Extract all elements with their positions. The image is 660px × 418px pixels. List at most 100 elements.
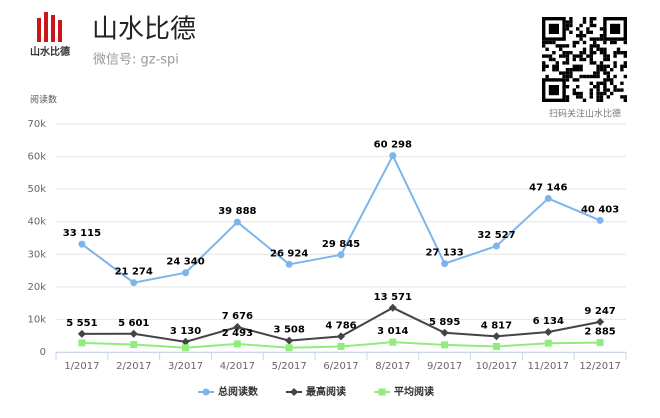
data-label: 3 508 [274,325,305,336]
qr-module [623,40,627,45]
qr-module [603,54,607,58]
qr-module [545,54,549,58]
qr-module [582,74,587,79]
qr-module [548,54,553,58]
x-tick-label: 3/2017 [168,361,203,372]
qr-module [565,51,570,55]
qr-module [620,95,624,99]
data-label: 60 298 [374,140,412,151]
data-label: 7 676 [222,311,253,322]
data-point [181,337,190,346]
data-label: 2 885 [584,327,615,338]
qr-module [606,57,610,62]
qr-module [565,57,570,62]
qr-module [542,68,546,72]
x-tick-label: 5/2017 [272,361,307,372]
qr-module [599,68,604,72]
qr-module [579,74,583,79]
qr-module [579,34,583,38]
qr-module [562,74,566,79]
qr-module [599,64,604,68]
qr-module [606,95,610,99]
qr-module [562,51,566,55]
qr-module [593,71,597,75]
legend-label: 总阅读数 [218,385,259,398]
qr-module [599,47,604,51]
qr-module [565,27,570,31]
qr-module [579,57,583,62]
data-label: 3 014 [377,326,408,337]
qr-code [542,17,628,103]
qr-module [565,68,570,72]
qr-module [562,71,566,75]
qr-module [589,91,593,96]
qr-module [565,85,570,89]
qr-module [596,64,600,68]
qr-module [559,71,563,75]
qr-module [569,30,573,34]
qr-module [576,27,580,31]
qr-module [579,30,583,34]
qr-module [603,88,607,92]
qr-module [555,44,559,48]
x-tick-label: 6/2017 [323,361,358,372]
qr-module [616,88,621,92]
legend-symbol [202,388,210,396]
qr-module [603,47,607,51]
qr-module [565,23,570,28]
qr-module [559,44,563,48]
qr-module [555,61,559,65]
data-label: 29 845 [322,239,360,250]
qr-module [579,64,583,68]
qr-module [545,74,549,79]
qr-module [552,64,556,68]
qr-module [542,40,546,45]
qr-module [589,88,593,92]
qr-module [542,61,546,65]
qr-module [593,74,597,79]
data-label: 26 924 [270,248,308,259]
qr-module [606,71,610,75]
qr-module [572,68,576,72]
data-point [182,269,190,277]
qr-module [572,44,576,48]
data-label: 9 247 [584,306,615,317]
data-point [596,216,604,224]
qr-module [582,98,587,102]
qr-module [576,68,580,72]
y-tick-label: 40k [27,217,46,228]
qr-module [610,91,614,96]
qr-module [593,51,597,55]
qr-module [613,74,617,79]
qr-module [579,54,583,58]
qr-module [596,85,600,89]
qr-module [613,61,617,65]
y-tick-label: 10k [27,314,46,325]
qr-module [599,91,604,96]
qr-module [555,64,559,68]
qr-module [569,17,573,21]
qr-module [572,57,576,62]
data-point [389,152,397,160]
data-point [388,303,397,312]
x-tick-label: 10/2017 [476,361,518,372]
qr-module [596,71,600,75]
qr-module [586,54,590,58]
qr-module [589,81,593,85]
qr-module [589,54,593,58]
qr-module [562,54,566,58]
qr-finder [548,85,559,96]
qr-module [569,71,573,75]
qr-module [596,68,600,72]
qr-module [610,78,614,82]
qr-module [579,51,583,55]
qr-finder [548,23,559,34]
qr-module [589,74,593,79]
data-label: 3 130 [170,326,201,337]
qr-module [579,91,583,96]
data-point [492,342,500,350]
data-point [285,336,294,345]
data-label: 27 133 [425,248,463,259]
legend-label: 平均阅读 [394,385,434,398]
